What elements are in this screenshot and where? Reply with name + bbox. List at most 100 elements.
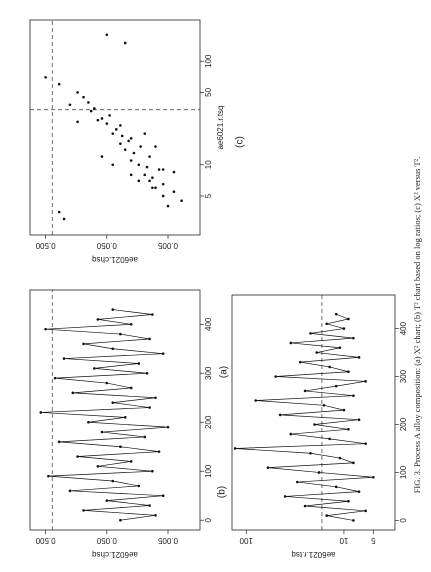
- data-point: [105, 33, 109, 37]
- data-point: [338, 456, 342, 460]
- data-point: [334, 312, 338, 316]
- data-point: [289, 432, 293, 436]
- data-point: [364, 380, 367, 383]
- data-point: [352, 519, 355, 522]
- data-point: [111, 347, 115, 351]
- plot-frame: [29, 289, 201, 531]
- data-point: [87, 101, 90, 104]
- panel: (a) 0.500 0.050 0.005 0 100 200 300 400 ae6021.ch…: [29, 289, 230, 559]
- data-point: [62, 217, 66, 221]
- data-point: [148, 406, 151, 409]
- data-point: [334, 384, 338, 388]
- data-point: [303, 389, 307, 393]
- y-tick-label: 100: [239, 536, 253, 545]
- data-point: [44, 75, 47, 79]
- data-point: [96, 118, 100, 122]
- data-point: [161, 352, 165, 355]
- data-point: [315, 351, 319, 354]
- data-point: [96, 318, 100, 321]
- data-point: [157, 450, 161, 453]
- plot-frame: [231, 294, 396, 531]
- data-point: [111, 401, 115, 404]
- data-point: [352, 461, 355, 465]
- data-point: [289, 341, 293, 345]
- data-point: [139, 145, 142, 148]
- data-point: [44, 327, 47, 331]
- data-point: [132, 151, 136, 155]
- data-point: [328, 365, 331, 369]
- data-point: [357, 356, 361, 359]
- data-point: [154, 145, 157, 148]
- data-point: [180, 199, 183, 203]
- data-point: [347, 317, 350, 321]
- data-point: [151, 313, 154, 316]
- data-point: [334, 485, 338, 489]
- data-point: [127, 139, 130, 143]
- x-tick-label: 200: [204, 415, 213, 429]
- x-tick-label: 300: [204, 366, 213, 380]
- data-point: [338, 346, 342, 350]
- x-tick-label: 100: [204, 464, 213, 478]
- data-point: [123, 148, 127, 151]
- data-point: [111, 163, 115, 167]
- y-tick-label: 0.050: [96, 241, 117, 250]
- data-point: [372, 475, 375, 479]
- data-point: [325, 322, 329, 326]
- data-point: [39, 411, 43, 414]
- x-axis-title: ae6021.r.tsq: [216, 105, 225, 149]
- data-point: [278, 413, 282, 417]
- data-point: [129, 137, 133, 140]
- y-tick-label: 5: [371, 536, 376, 545]
- data-point: [283, 495, 287, 498]
- data-point: [148, 155, 151, 158]
- y-tick-label: 10: [339, 536, 348, 545]
- data-point: [129, 386, 133, 390]
- data-point: [328, 437, 331, 441]
- data-point: [342, 327, 346, 330]
- data-point: [143, 132, 147, 135]
- data-point: [82, 95, 85, 99]
- data-point: [172, 190, 176, 193]
- series-line: [235, 313, 374, 521]
- data-point: [57, 82, 61, 86]
- data-point: [309, 332, 312, 335]
- data-point: [342, 408, 346, 412]
- data-point: [166, 204, 170, 208]
- x-tick-label: 50: [204, 87, 213, 96]
- data-point: [108, 114, 111, 117]
- data-point: [100, 117, 104, 120]
- rotated-figure: FIG. 3. Process A alloy composition: (a)…: [29, 19, 422, 559]
- data-point: [154, 514, 157, 517]
- data-point: [111, 308, 115, 311]
- plot-frame: [29, 19, 201, 236]
- data-point: [266, 466, 270, 469]
- data-point: [161, 494, 165, 498]
- data-point: [357, 418, 361, 421]
- x-tick-label: 0: [204, 517, 213, 522]
- data-point: [151, 186, 154, 190]
- data-point: [148, 504, 151, 507]
- data-point: [313, 423, 316, 426]
- y-axis-title: ae6021.chsq: [92, 550, 138, 559]
- y-tick-label: 0.005: [157, 536, 178, 545]
- data-point: [114, 128, 118, 131]
- data-point: [347, 370, 350, 374]
- x-tick-label: 100: [204, 54, 213, 68]
- x-tick-label: 200: [399, 417, 408, 431]
- data-point: [347, 499, 350, 503]
- data-point: [76, 455, 79, 458]
- data-point: [254, 399, 258, 402]
- data-point: [154, 186, 157, 190]
- data-point: [119, 124, 122, 127]
- data-point: [100, 430, 104, 434]
- data-point: [148, 337, 151, 341]
- data-point: [161, 182, 165, 186]
- data-point: [76, 91, 79, 94]
- data-point: [137, 362, 141, 365]
- data-point: [119, 332, 122, 336]
- data-point: [137, 484, 141, 488]
- x-tick-label: 400: [399, 321, 408, 335]
- data-point: [157, 168, 161, 171]
- x-tick-label: 10: [204, 160, 213, 169]
